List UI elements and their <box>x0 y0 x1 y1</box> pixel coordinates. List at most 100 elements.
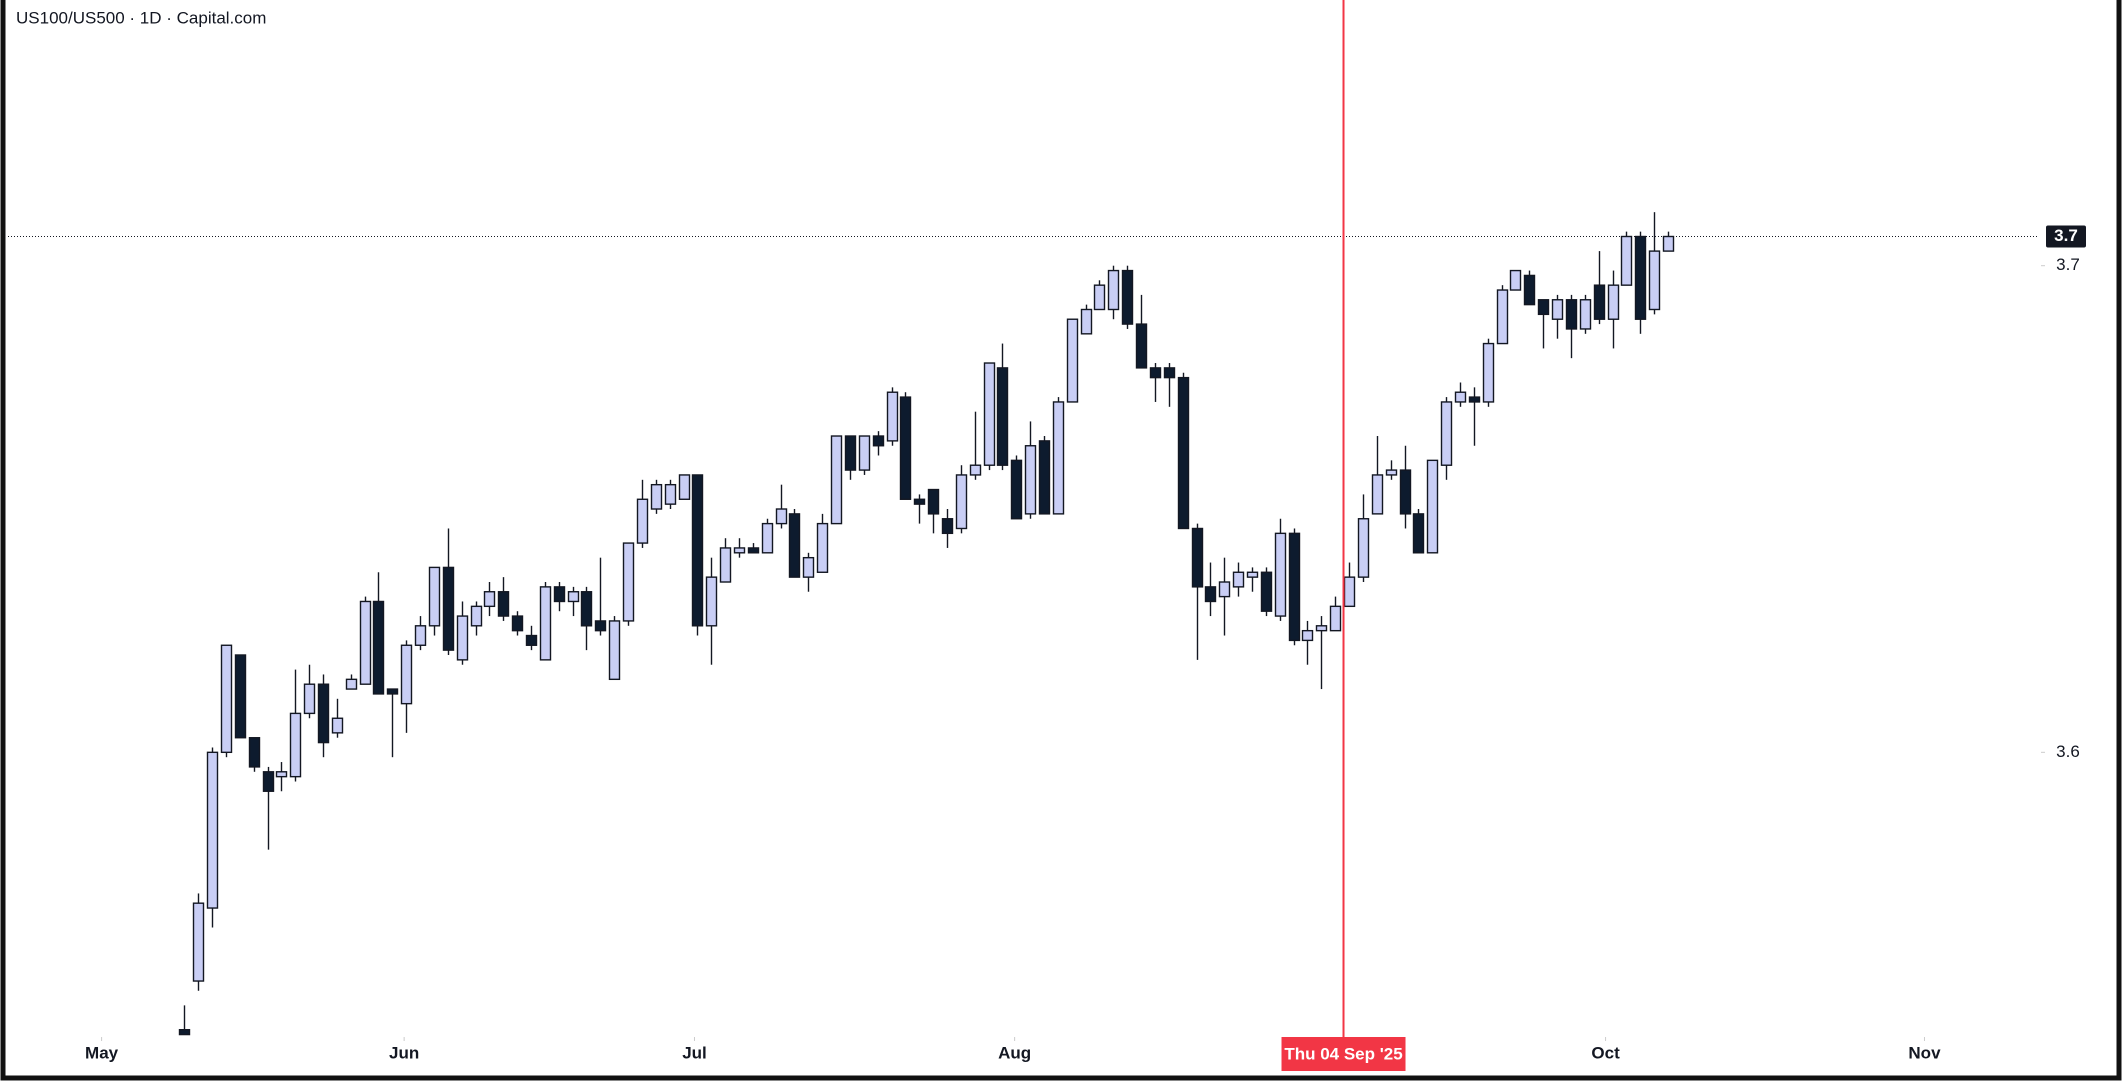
candle-body <box>1093 284 1106 311</box>
x-tick-label: Aug <box>998 1043 1031 1062</box>
candle-body <box>192 902 205 982</box>
candle-body <box>262 771 275 792</box>
candle-body <box>775 508 788 525</box>
candle-body <box>996 367 1009 466</box>
candle-body <box>802 556 815 578</box>
candle-body <box>1288 532 1301 642</box>
candle-body <box>1454 391 1467 403</box>
candle-body <box>414 625 427 646</box>
candle-body <box>1218 581 1231 598</box>
candle-body <box>594 620 607 632</box>
x-tick-label: Oct <box>1591 1043 1620 1062</box>
candle-body <box>525 634 538 646</box>
candle-body <box>497 591 510 617</box>
candle-body <box>1482 342 1495 403</box>
candle-body <box>1357 518 1370 578</box>
candle-body <box>1579 299 1592 330</box>
candle-body <box>1371 474 1384 515</box>
x-tick-label: May <box>85 1043 119 1062</box>
candle-body <box>1135 323 1148 369</box>
candle-body <box>1066 318 1079 403</box>
candle-body <box>317 683 330 744</box>
candle-body <box>345 678 358 690</box>
candle-body <box>1246 571 1259 578</box>
candle-body <box>969 464 982 476</box>
candle-body <box>428 566 441 627</box>
candle-body <box>220 644 233 754</box>
candle-body <box>1232 571 1245 588</box>
candle-body <box>303 683 316 715</box>
candle-body <box>636 498 649 544</box>
chart-title: US100/US500 · 1D · Capital.com <box>16 8 266 27</box>
candle-body <box>1121 269 1134 325</box>
candle-body <box>1565 299 1578 330</box>
x-tick-label: Jun <box>389 1043 419 1062</box>
y-tick-label: 3.7 <box>2056 255 2080 274</box>
candle-body <box>1024 445 1037 515</box>
candle-body <box>1399 469 1412 515</box>
price-badge <box>2046 225 2086 248</box>
candle-body <box>1385 469 1398 476</box>
candle-body <box>1301 629 1314 642</box>
candle-body <box>1274 532 1287 617</box>
candle-body <box>1412 513 1425 554</box>
candle-body <box>386 688 399 695</box>
candle-body <box>1648 250 1661 311</box>
candle-body <box>511 615 524 632</box>
crosshair-badge <box>1281 1037 1406 1071</box>
crosshair-label: Thu 04 Sep '25 <box>1284 1044 1402 1063</box>
candle-body <box>1537 299 1550 316</box>
candle-body <box>1523 274 1536 306</box>
candle-body <box>1260 571 1273 612</box>
candle-body <box>844 435 857 471</box>
candle-body <box>1010 459 1023 520</box>
candle-body <box>1468 396 1481 403</box>
candle-body <box>331 717 344 734</box>
candle-body <box>553 586 566 603</box>
candle-body <box>1163 367 1176 379</box>
candle-body <box>1204 586 1217 603</box>
candle-body <box>622 542 635 622</box>
candle-body <box>1052 401 1065 515</box>
candle-body <box>678 474 691 500</box>
candle-body <box>733 547 746 554</box>
candle-body <box>483 591 496 608</box>
candle-body <box>1509 269 1522 291</box>
candle-body <box>830 435 843 525</box>
candle-body <box>1080 308 1093 335</box>
candle-body <box>872 435 885 447</box>
candle-body <box>1329 605 1342 632</box>
candle-body <box>442 566 455 651</box>
candle-body <box>1662 235 1675 252</box>
candle-body <box>886 391 899 442</box>
candle-body <box>664 483 677 505</box>
x-tick-label: Nov <box>1908 1043 1941 1062</box>
candle-body <box>372 600 385 695</box>
candle-body <box>650 483 663 510</box>
candle-body <box>1440 401 1453 466</box>
candle-body <box>691 474 704 627</box>
candle-body <box>1551 299 1564 320</box>
candle-body <box>1620 235 1633 286</box>
candle-body <box>1593 284 1606 320</box>
candle-body <box>275 771 288 778</box>
candle-body <box>1343 576 1356 608</box>
candle-body <box>400 644 413 705</box>
candle-body <box>719 547 732 583</box>
candle-body <box>955 474 968 530</box>
candle-body <box>1634 235 1647 320</box>
candle-body <box>788 513 801 578</box>
candle-body <box>913 498 926 505</box>
candle-body <box>1038 440 1051 515</box>
candle-body <box>1149 367 1162 379</box>
candle-body <box>1191 527 1204 588</box>
candle-body <box>234 654 247 739</box>
candle-body <box>858 435 871 471</box>
candle-body <box>899 396 912 500</box>
candle-body <box>705 576 718 627</box>
candle-body <box>178 1029 191 1036</box>
candle-body <box>248 737 261 768</box>
